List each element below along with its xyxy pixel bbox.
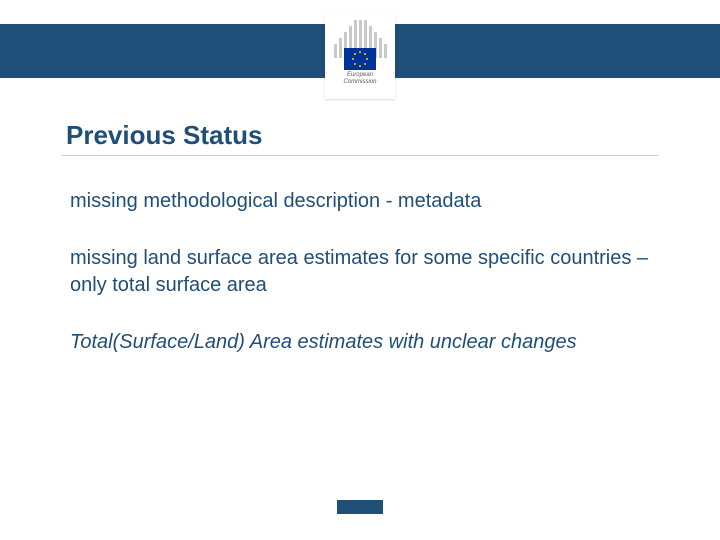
bullet-1: missing methodological description - met… xyxy=(62,188,658,215)
logo-line2: Commission xyxy=(343,79,376,85)
footer-accent xyxy=(337,500,383,514)
slide-content: Previous Status missing methodological d… xyxy=(62,120,658,386)
logo-text: European Commission xyxy=(343,72,376,85)
eu-flag-icon xyxy=(344,48,376,70)
bullet-2: missing land surface area estimates for … xyxy=(62,245,658,299)
logo-line1: European xyxy=(347,72,373,78)
bullet-3: Total(Surface/Land) Area estimates with … xyxy=(62,329,658,356)
ec-logo: European Commission xyxy=(325,14,395,99)
bullet-3-text: Total(Surface/Land) Area estimates with … xyxy=(70,331,577,353)
slide-title: Previous Status xyxy=(62,120,658,156)
